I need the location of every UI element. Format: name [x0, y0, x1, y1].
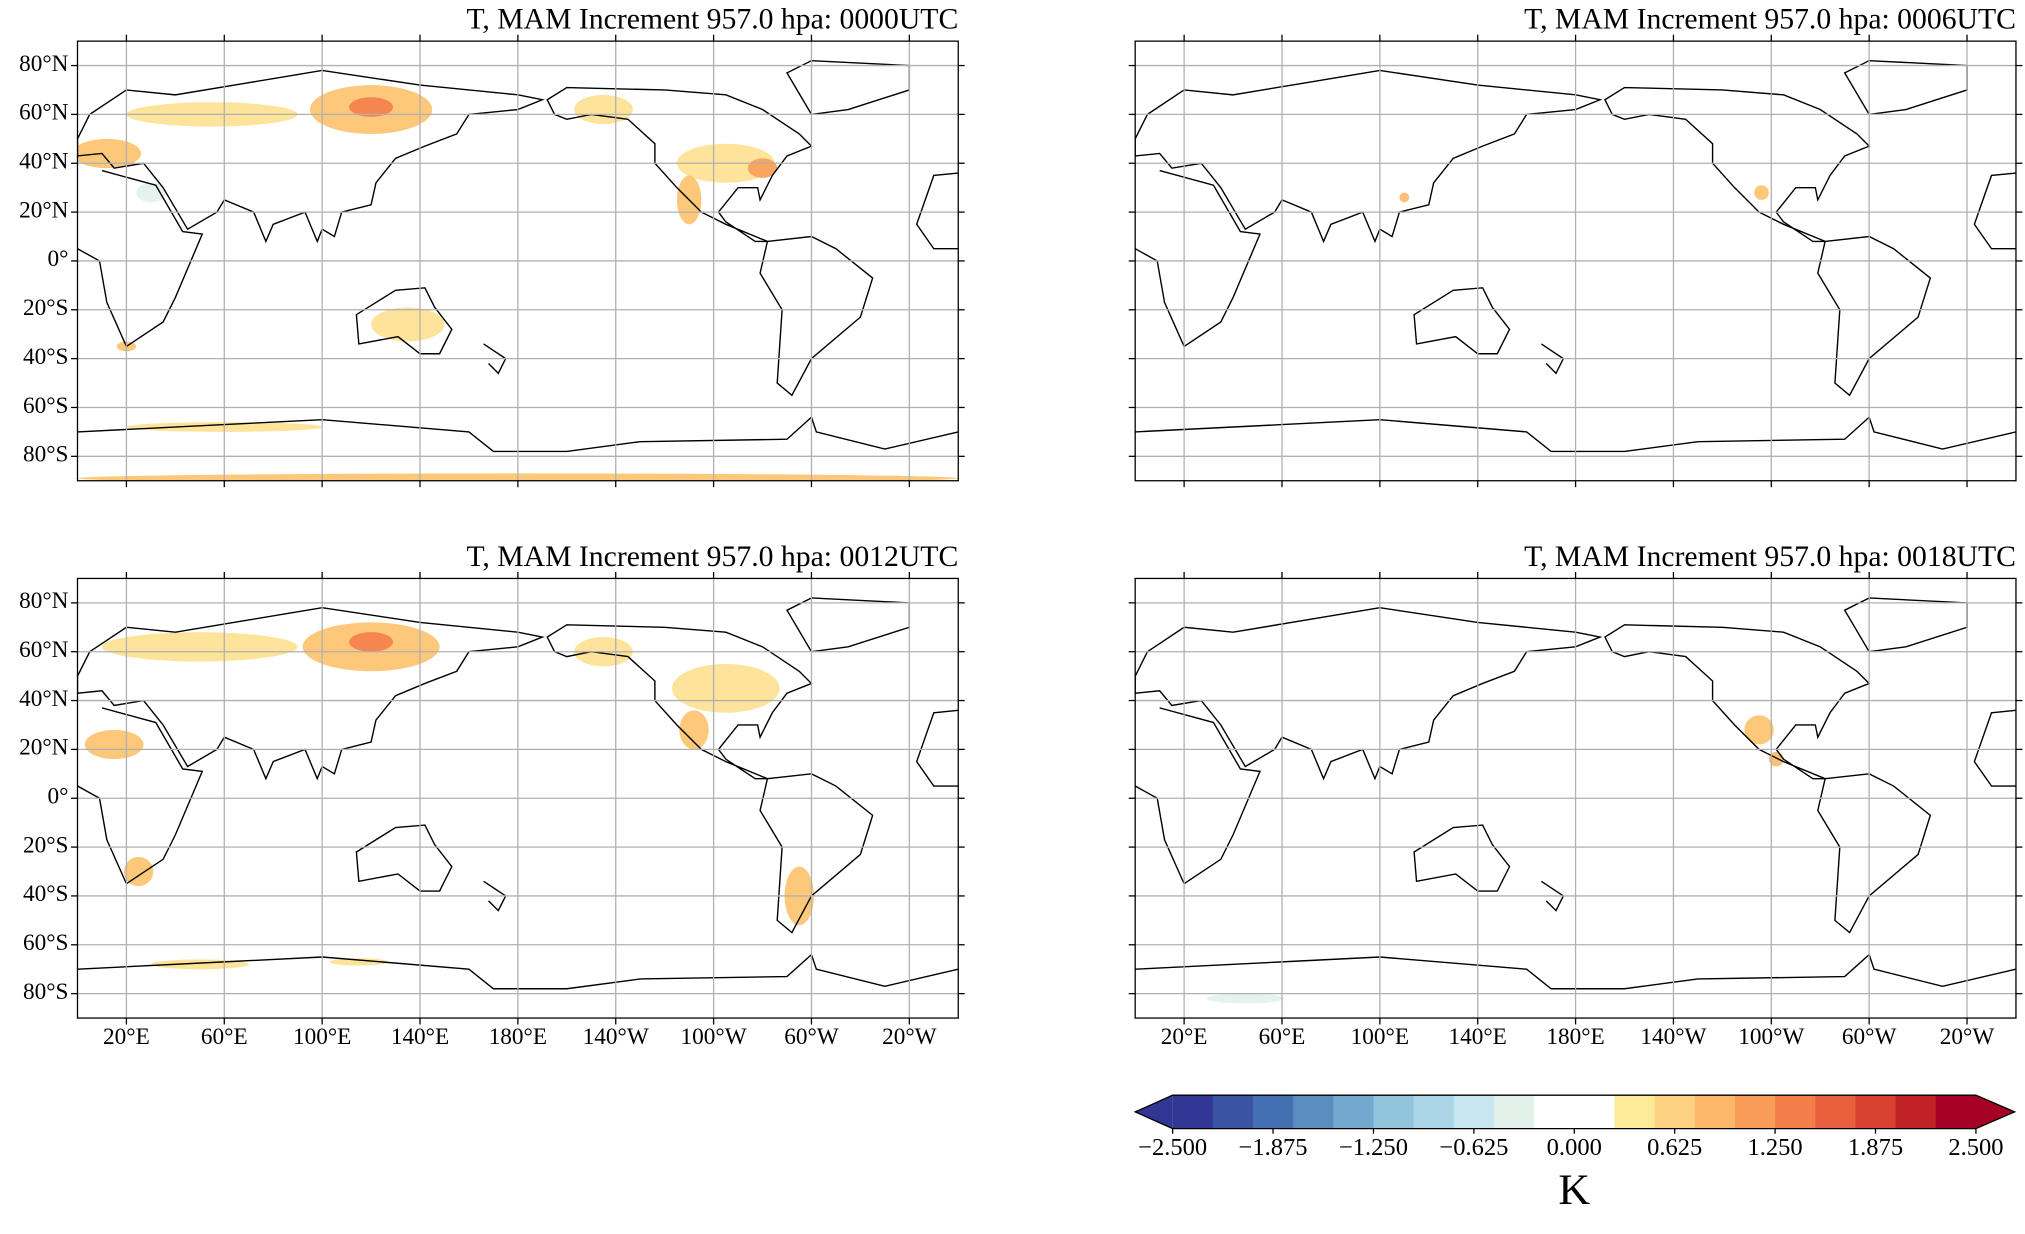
map-frame	[1134, 577, 2017, 1019]
panel-title: T, MAM Increment 957.0 hpa: 0000UTC	[466, 4, 958, 36]
x-tick-label: 140°E	[1449, 1024, 1507, 1050]
x-tick-label: 140°W	[1640, 1024, 1706, 1050]
y-tick-label: 60°N	[19, 637, 69, 663]
colorbar-segment	[1694, 1095, 1736, 1129]
colorbar-segment	[1935, 1095, 1977, 1129]
increment-patch	[1744, 715, 1774, 745]
y-tick-label: 20°N	[19, 197, 69, 223]
colorbar-segment	[1574, 1095, 1615, 1129]
increment-patch	[101, 632, 298, 662]
x-tick-label: 100°W	[1738, 1024, 1804, 1050]
map-frame	[76, 577, 959, 1019]
y-tick-label: 0°	[48, 784, 69, 810]
y-tick-label: 80°S	[23, 442, 68, 468]
colorbar-segment	[1212, 1095, 1254, 1129]
y-tick-label: 40°N	[19, 149, 69, 175]
increment-patch	[349, 97, 394, 117]
colorbar-segment	[1895, 1095, 1937, 1129]
x-tick-label: 60°W	[784, 1024, 839, 1050]
x-tick-label: 20°E	[1161, 1024, 1208, 1050]
colorbar-segment	[1614, 1095, 1656, 1129]
increment-patch	[136, 182, 166, 203]
y-tick-label: 20°N	[19, 735, 69, 761]
increment-patch	[1206, 993, 1285, 1004]
x-tick-label: 100°W	[681, 1024, 747, 1050]
colorbar-tick-label: −1.250	[1339, 1134, 1408, 1161]
colorbar-tick-label: 1.875	[1848, 1134, 1903, 1161]
y-tick-label: 80°N	[19, 588, 69, 614]
x-tick-label: 60°W	[1842, 1024, 1897, 1050]
x-tick-label: 140°E	[391, 1024, 449, 1050]
colorbar-segment	[1534, 1095, 1575, 1129]
panel-title: T, MAM Increment 957.0 hpa: 0018UTC	[1524, 541, 2016, 573]
increment-patch	[371, 307, 445, 342]
colorbar-segment	[1293, 1095, 1334, 1129]
increment-patch	[77, 138, 142, 169]
y-tick-label: 60°S	[23, 393, 68, 419]
y-tick-label: 60°S	[23, 930, 68, 956]
increment-patch	[679, 710, 709, 750]
x-tick-label: 60°E	[1259, 1024, 1306, 1050]
colorbar-segment	[1413, 1095, 1455, 1129]
colorbar-segment	[1493, 1095, 1535, 1129]
map-panel	[77, 41, 959, 481]
y-tick-label: 40°S	[23, 344, 68, 370]
colorbar-extend-low	[1135, 1095, 1173, 1129]
increment-patch	[672, 663, 780, 713]
map-panel	[1135, 41, 2016, 481]
colorbar-tick-label: 2.500	[1948, 1134, 2003, 1161]
colorbar-tick-label: 0.000	[1547, 1134, 1602, 1161]
colorbar-segment	[1855, 1095, 1897, 1129]
colorbar-tick-label: −1.875	[1239, 1134, 1308, 1161]
increment-patch	[84, 729, 144, 760]
y-tick-label: 80°N	[19, 51, 69, 77]
colorbar-segment	[1815, 1095, 1856, 1129]
increment-patch	[123, 856, 154, 887]
map-panel	[77, 578, 959, 1019]
map-frame	[76, 40, 959, 482]
x-tick-label: 20°W	[882, 1024, 937, 1050]
map-frame	[1134, 40, 2017, 482]
increment-patch	[349, 632, 394, 652]
map-panel	[1135, 578, 2016, 1019]
colorbar-segment	[1172, 1095, 1214, 1129]
colorbar-segment	[1252, 1095, 1294, 1129]
colorbar-label: K	[1558, 1166, 1590, 1214]
x-tick-label: 140°W	[583, 1024, 649, 1050]
colorbar-extend-high	[1975, 1095, 2015, 1129]
increment-patch	[1754, 185, 1769, 200]
x-tick-label: 20°W	[1940, 1024, 1995, 1050]
y-tick-label: 0°	[48, 246, 69, 272]
y-tick-label: 40°S	[23, 881, 68, 907]
colorbar-tick-label: −0.625	[1439, 1134, 1508, 1161]
colorbar-tick-label: −2.500	[1138, 1134, 1207, 1161]
colorbar-segment	[1775, 1095, 1816, 1129]
y-tick-label: 20°S	[23, 295, 68, 321]
y-tick-label: 20°S	[23, 832, 68, 858]
colorbar-segment	[1373, 1095, 1415, 1129]
x-tick-label: 20°E	[103, 1024, 150, 1050]
colorbar-segment	[1453, 1095, 1495, 1129]
increment-patch	[329, 958, 389, 966]
increment-patch	[574, 94, 633, 125]
x-tick-label: 180°E	[1546, 1024, 1604, 1050]
increment-patch	[1399, 192, 1410, 203]
y-tick-label: 60°N	[19, 100, 69, 126]
x-tick-label: 60°E	[201, 1024, 248, 1050]
colorbar-segment	[1654, 1095, 1696, 1129]
x-tick-label: 180°E	[489, 1024, 547, 1050]
colorbar-tick-label: 1.250	[1748, 1134, 1803, 1161]
panel-title: T, MAM Increment 957.0 hpa: 0006UTC	[1524, 4, 2016, 36]
panel-title: T, MAM Increment 957.0 hpa: 0012UTC	[466, 541, 958, 573]
y-tick-label: 40°N	[19, 686, 69, 712]
x-tick-label: 100°E	[293, 1024, 351, 1050]
y-tick-label: 80°S	[23, 979, 68, 1005]
colorbar-segment	[1734, 1095, 1776, 1129]
colorbar-segment	[1333, 1095, 1374, 1129]
colorbar-tick-label: 0.625	[1647, 1134, 1702, 1161]
x-tick-label: 100°E	[1351, 1024, 1409, 1050]
